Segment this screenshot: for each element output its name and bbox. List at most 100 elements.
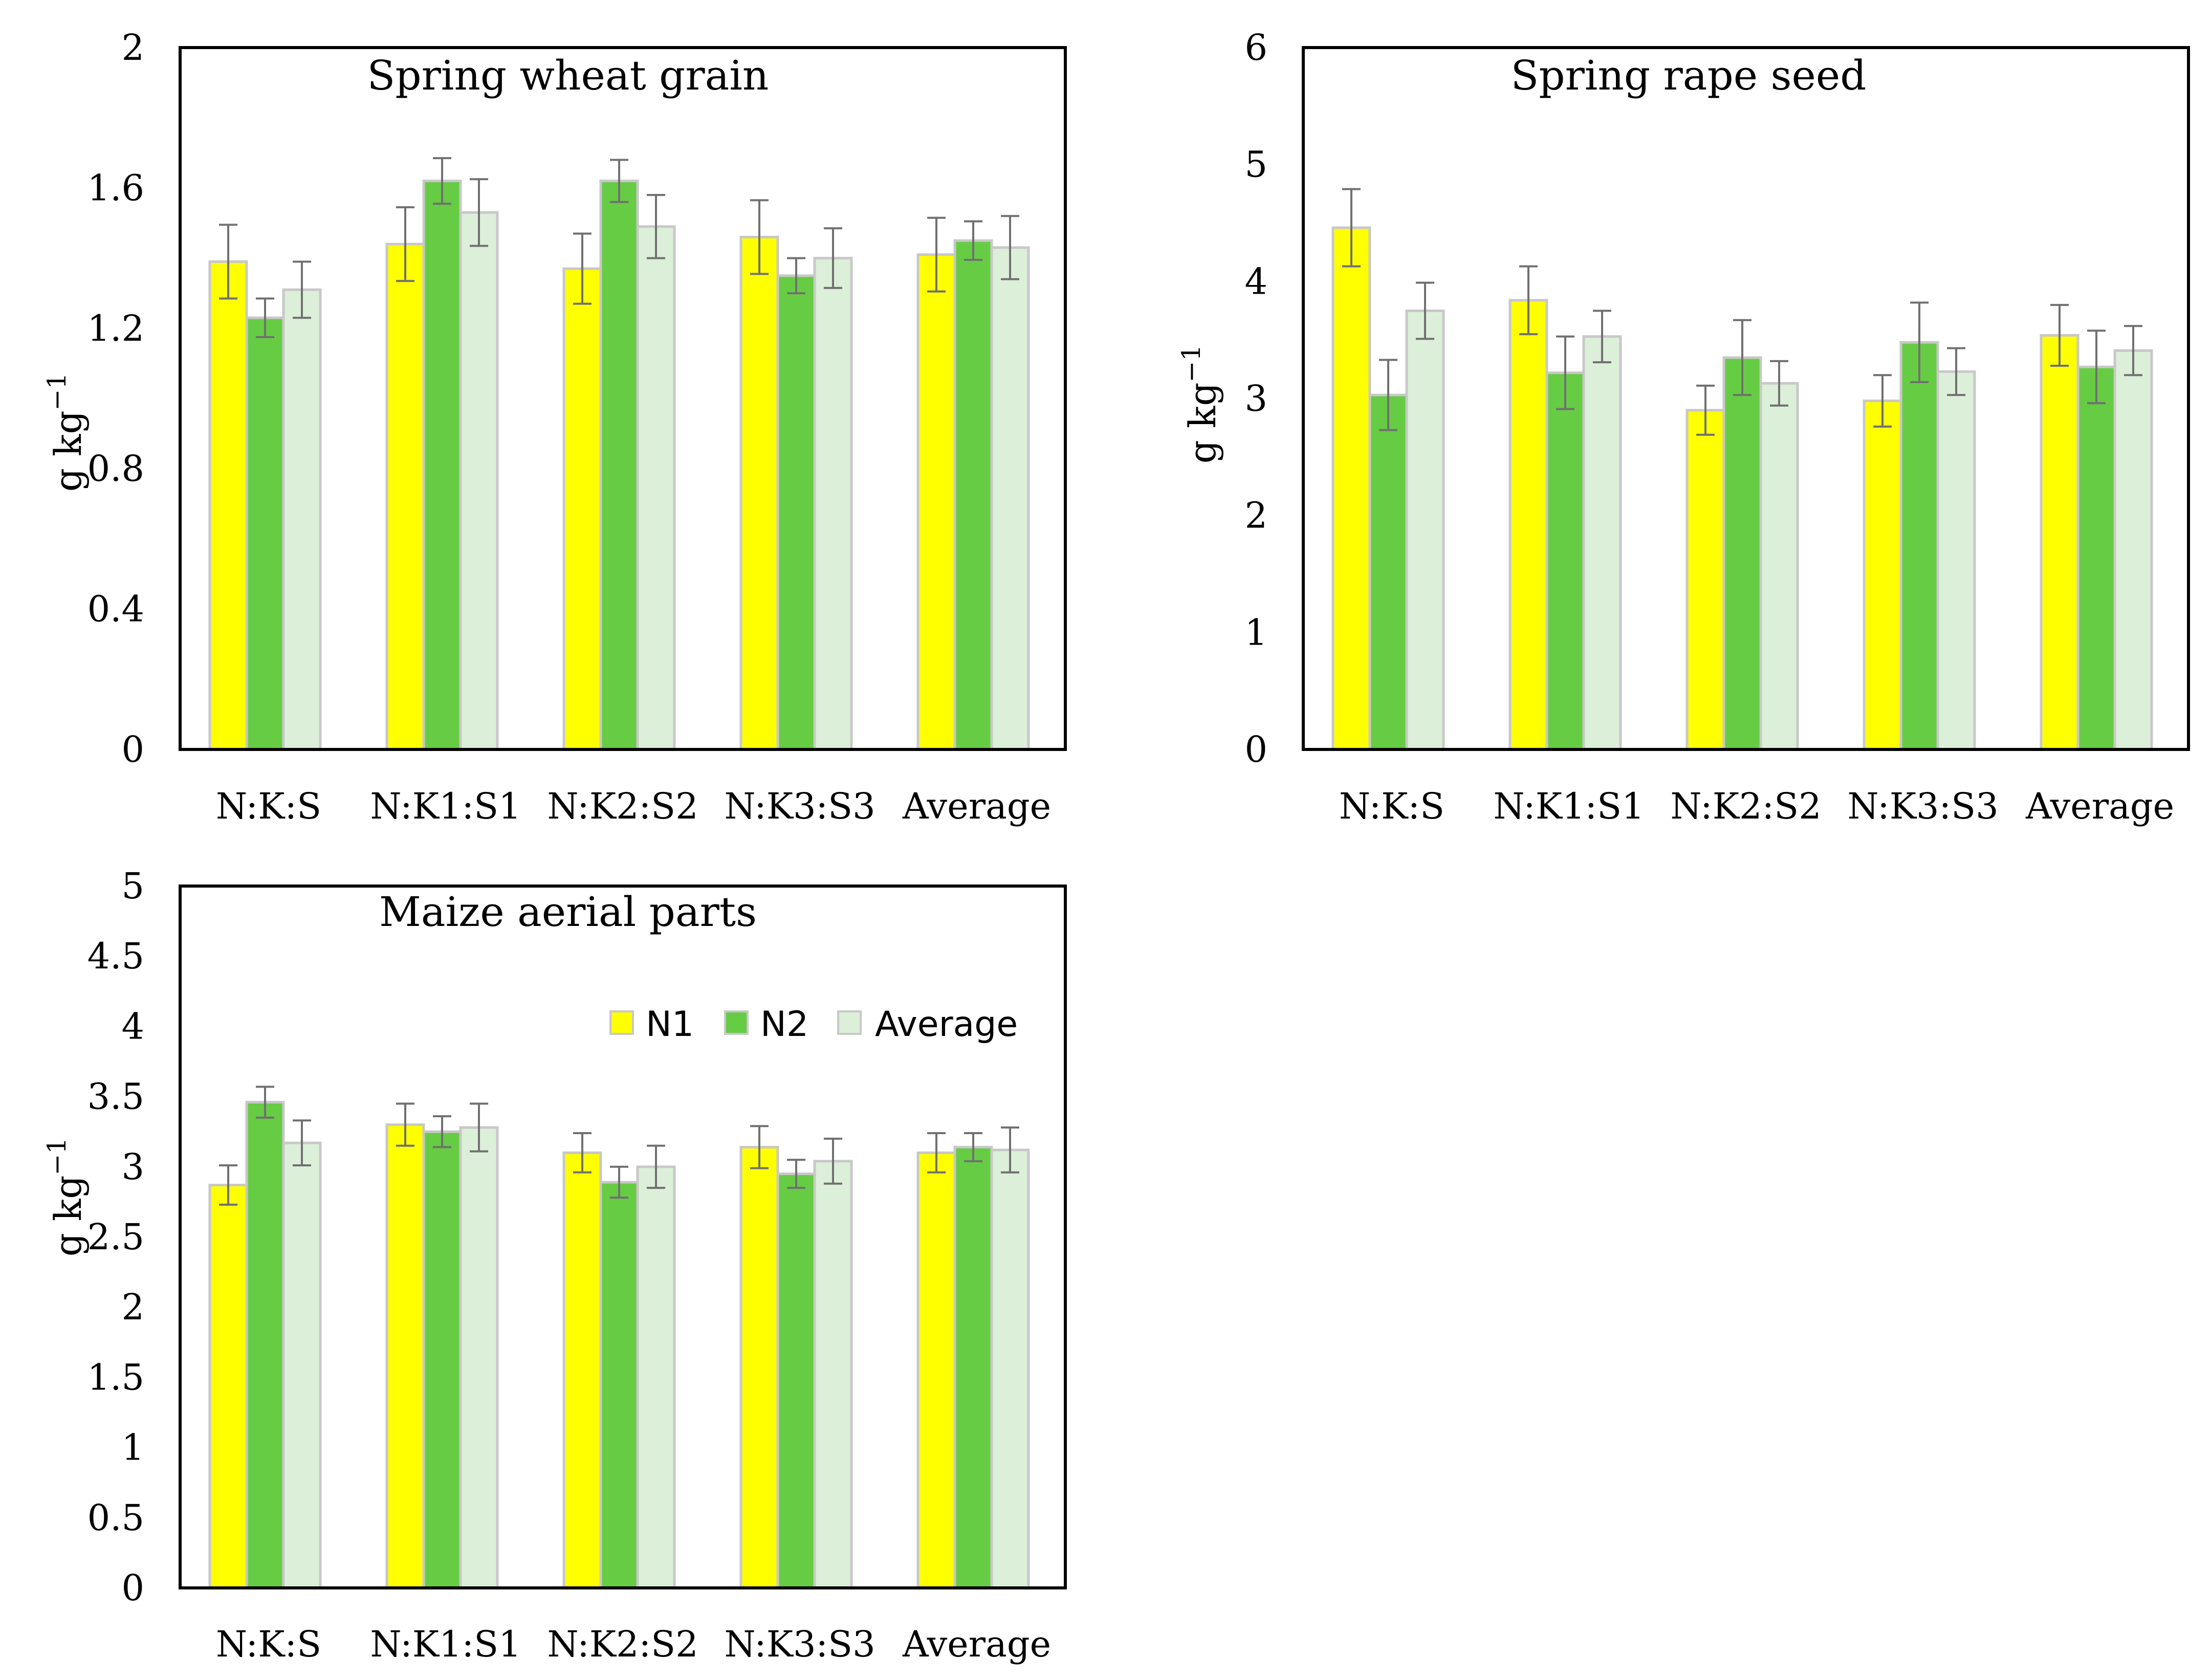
bar-n1-2	[562, 1151, 602, 1589]
bar-n1-0	[208, 1183, 248, 1589]
error-bar-n2-4	[2087, 329, 2106, 405]
error-bar-n2-3	[787, 257, 805, 295]
bar-n2-1	[422, 1130, 462, 1589]
bar-n2-0	[245, 316, 285, 751]
error-bar-average-3	[824, 1137, 842, 1185]
error-bar-n1-2	[1696, 384, 1715, 436]
y-tick-label: 2.5	[87, 1216, 144, 1258]
y-tick-label: 2	[121, 1286, 144, 1328]
error-bar-n2-3	[787, 1159, 805, 1189]
y-tick-label: 1	[1244, 611, 1267, 653]
y-tick-label: 5	[1244, 144, 1267, 186]
error-bar-n2-0	[1379, 359, 1397, 431]
chart-title: Maize aerial parts	[379, 888, 757, 936]
y-tick-label: 3	[1244, 378, 1267, 419]
y-tick-label: 0.5	[87, 1497, 144, 1539]
bar-n2-3	[1899, 341, 1939, 751]
y-tick-label: 4	[121, 1005, 144, 1047]
bar-n2-2	[599, 1181, 639, 1589]
error-bar-average-4	[2124, 325, 2142, 377]
error-bar-average-0	[293, 1119, 311, 1167]
legend-label-n2: N2	[760, 1004, 808, 1045]
bar-average-1	[459, 211, 499, 751]
bar-average-4	[990, 1148, 1030, 1589]
y-tick-label: 3	[121, 1146, 144, 1188]
bars	[208, 157, 1030, 751]
y-tick-label: 1	[121, 1427, 144, 1469]
bar-n2-4	[953, 1145, 993, 1589]
error-bar-n1-1	[396, 1102, 414, 1147]
bar-average-1	[459, 1126, 499, 1589]
error-bar-n1-0	[1342, 188, 1361, 268]
error-bar-n1-3	[750, 199, 769, 275]
y-tick-label: 6	[1244, 27, 1267, 69]
x-category-label: N:K3:S3	[724, 785, 875, 827]
error-bar-n2-1	[433, 1115, 451, 1148]
error-bar-average-0	[293, 260, 311, 319]
legend-label-n1: N1	[646, 1004, 694, 1045]
x-category-label: N:K1:S1	[370, 785, 521, 827]
y-tick-label: 3.5	[87, 1076, 144, 1118]
legend-label-average: Average	[875, 1004, 1018, 1045]
x-axis-categories: N:K:S N:K1:S1 N:K2:S2 N:K3:S3 Average	[216, 1623, 1051, 1665]
y-axis-label: g kg−1	[1176, 345, 1224, 463]
error-bar-n1-0	[219, 1164, 237, 1206]
y-tick-label: 0.4	[87, 588, 144, 630]
x-category-label: N:K3:S3	[724, 1623, 875, 1665]
error-bar-average-3	[824, 227, 842, 289]
y-tick-label: 1.2	[87, 307, 144, 349]
error-bar-n2-2	[610, 159, 628, 203]
bars	[1331, 188, 2153, 751]
bar-n1-0	[1331, 226, 1371, 751]
error-bar-n1-0	[219, 224, 237, 300]
legend-swatch-n2	[724, 1010, 749, 1035]
chart-spring-wheat-grain: Spring wheat grain g kg−1 0 0.4 0.8 1.2 1.6 2…	[42, 27, 1067, 827]
y-tick-label: 0	[121, 728, 144, 770]
error-bar-n1-3	[1873, 374, 1892, 428]
bar-average-0	[282, 288, 322, 751]
bar-n1-2	[562, 267, 602, 751]
y-axis-ticks: 0 0.4 0.8 1.2 1.6 2	[87, 27, 144, 770]
bar-average-1	[1582, 335, 1622, 751]
x-category-label: N:K:S	[216, 785, 321, 827]
bar-average-3	[813, 1160, 853, 1589]
y-tick-label: 1.5	[87, 1356, 144, 1398]
bar-n1-1	[385, 1123, 425, 1589]
y-tick-label: 4.5	[87, 935, 144, 977]
bar-average-4	[2113, 349, 2153, 751]
plot-frame	[1302, 46, 2190, 751]
bar-average-3	[1936, 370, 1976, 751]
bar-n2-0	[245, 1101, 285, 1589]
bar-n1-4	[916, 1151, 956, 1589]
bar-n1-3	[739, 1145, 779, 1589]
x-category-label: N:K2:S2	[547, 785, 698, 827]
error-bar-average-1	[470, 1102, 488, 1153]
error-bar-n1-2	[573, 1132, 592, 1174]
error-bar-n1-4	[927, 216, 946, 293]
y-tick-label: 1.6	[87, 167, 144, 209]
legend-swatch-n1	[609, 1010, 634, 1035]
bar-n2-3	[776, 274, 816, 751]
y-tick-label: 0	[121, 1567, 144, 1609]
x-category-label: N:K3:S3	[1847, 785, 1998, 827]
bar-n1-1	[385, 242, 425, 751]
error-bar-average-4	[1001, 1126, 1019, 1174]
x-axis-categories: N:K:S N:K1:S1 N:K2:S2 N:K3:S3 Average	[216, 785, 1051, 827]
error-bar-n2-0	[256, 1086, 274, 1119]
x-category-label: N:K1:S1	[370, 1623, 521, 1665]
error-bar-n2-1	[1556, 335, 1574, 410]
error-bar-average-4	[1001, 215, 1019, 280]
error-bar-average-3	[1947, 347, 1965, 396]
y-tick-label: 0.8	[87, 448, 144, 490]
x-category-label: Average	[2025, 785, 2174, 827]
y-tick-label: 4	[1244, 260, 1267, 302]
error-bar-n2-0	[256, 297, 274, 338]
error-bar-n1-4	[927, 1132, 946, 1174]
bar-n1-0	[208, 260, 248, 751]
bar-average-2	[1759, 382, 1799, 751]
error-bar-average-2	[1770, 360, 1788, 407]
plot-frame	[179, 885, 1067, 1589]
bar-n2-2	[1722, 356, 1762, 751]
plot-frame	[179, 46, 1067, 751]
bar-n1-1	[1508, 299, 1548, 751]
